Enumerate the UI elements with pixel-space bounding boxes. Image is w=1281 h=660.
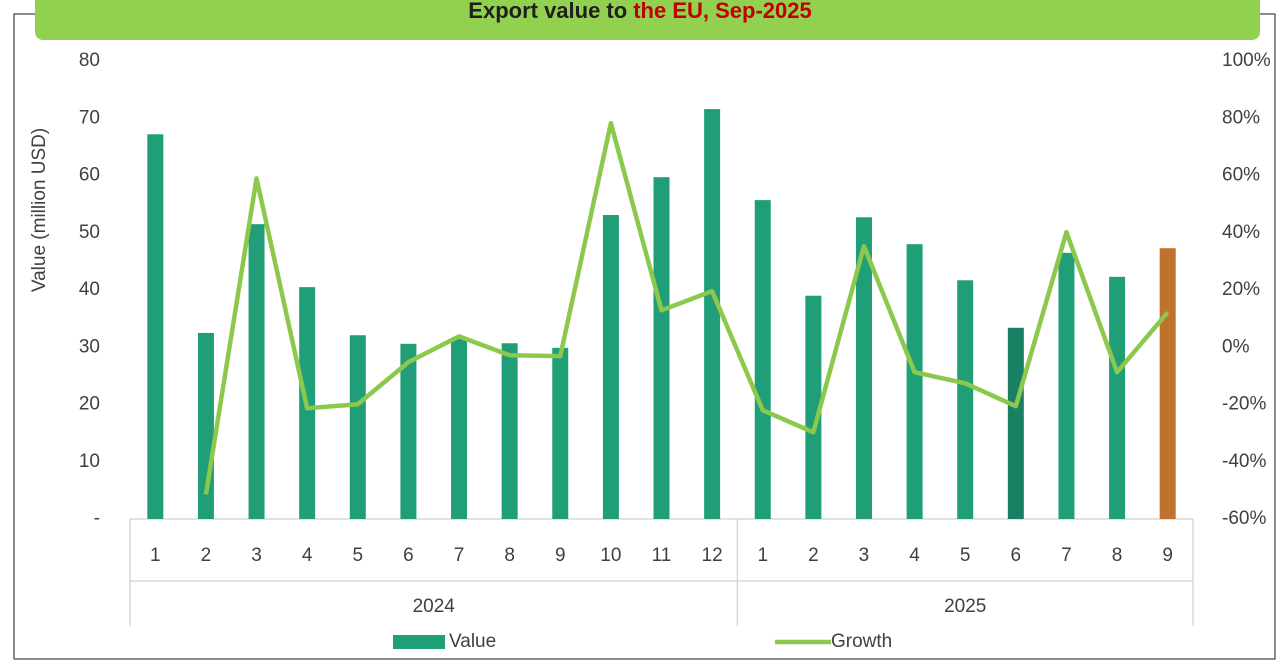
x-tick-label: 2 — [808, 545, 819, 566]
bar — [248, 224, 265, 519]
bar — [602, 215, 619, 519]
x-tick-label: 6 — [403, 545, 414, 566]
title-highlight: the EU, Sep-2025 — [633, 0, 812, 23]
x-tick-label: 12 — [702, 545, 723, 566]
y2-tick-label: 40% — [1222, 222, 1260, 243]
group-label: 2024 — [413, 596, 456, 617]
bar — [147, 134, 164, 519]
bar — [855, 217, 872, 520]
title-banner — [35, 0, 1260, 40]
legend-label: Growth — [831, 631, 892, 652]
x-tick-label: 8 — [1112, 545, 1123, 566]
bar — [754, 200, 771, 519]
y2-tick-label: -20% — [1222, 394, 1266, 415]
bar — [451, 338, 468, 519]
title-main: Export value to — [468, 0, 627, 23]
x-tick-label: 10 — [600, 545, 621, 566]
x-tick-label: 2 — [201, 545, 212, 566]
x-tick-label: 7 — [1061, 545, 1072, 566]
y-tick-label: 20 — [79, 394, 100, 415]
x-tick-label: 11 — [652, 545, 672, 566]
x-tick-label: 8 — [504, 545, 515, 566]
bar — [653, 177, 670, 519]
bar — [552, 347, 569, 519]
chart-title: Export value to the EU, Sep-2025 — [468, 0, 811, 23]
y2-tick-label: 80% — [1222, 107, 1260, 128]
bar — [957, 280, 974, 519]
bar — [349, 335, 366, 519]
y-tick-label: 80 — [79, 50, 100, 71]
x-tick-label: 1 — [757, 545, 768, 566]
y-tick-label: 40 — [79, 279, 100, 300]
bar — [1109, 276, 1126, 519]
y-tick-label: 70 — [79, 107, 100, 128]
y2-tick-label: 20% — [1222, 279, 1260, 300]
y2-tick-label: 100% — [1222, 50, 1271, 71]
x-tick-label: 3 — [859, 545, 870, 566]
y-tick-label: 60 — [79, 165, 100, 186]
x-tick-label: 4 — [302, 545, 313, 566]
y-axis-label: Value (million USD) — [29, 128, 50, 292]
bar — [1058, 252, 1075, 519]
group-label: 2025 — [944, 596, 986, 617]
bar — [906, 244, 923, 519]
bar — [501, 343, 518, 519]
x-tick-label: 9 — [555, 545, 566, 566]
x-tick-label: 5 — [352, 545, 363, 566]
growth-line — [203, 120, 1170, 495]
y-tick-label: - — [94, 508, 100, 529]
y-tick-label: 10 — [79, 451, 100, 472]
x-tick-label: 6 — [1011, 545, 1022, 566]
bar — [805, 295, 822, 519]
legend-label: Value — [449, 631, 496, 652]
bar — [1159, 248, 1176, 519]
y2-tick-label: -60% — [1222, 508, 1266, 529]
x-tick-label: 3 — [251, 545, 262, 566]
y2-tick-label: -40% — [1222, 451, 1266, 472]
bar — [400, 343, 417, 519]
bar — [704, 109, 721, 519]
y2-tick-label: 0% — [1222, 336, 1250, 357]
legend-swatch — [393, 635, 445, 649]
bar — [1007, 327, 1024, 519]
y-tick-label: 30 — [79, 336, 100, 357]
x-tick-label: 1 — [150, 545, 161, 566]
x-tick-label: 4 — [909, 545, 920, 566]
x-tick-label: 7 — [454, 545, 465, 566]
y2-tick-label: 60% — [1222, 165, 1260, 186]
y-tick-label: 50 — [79, 222, 100, 243]
x-tick-label: 9 — [1162, 545, 1173, 566]
x-tick-label: 5 — [960, 545, 971, 566]
